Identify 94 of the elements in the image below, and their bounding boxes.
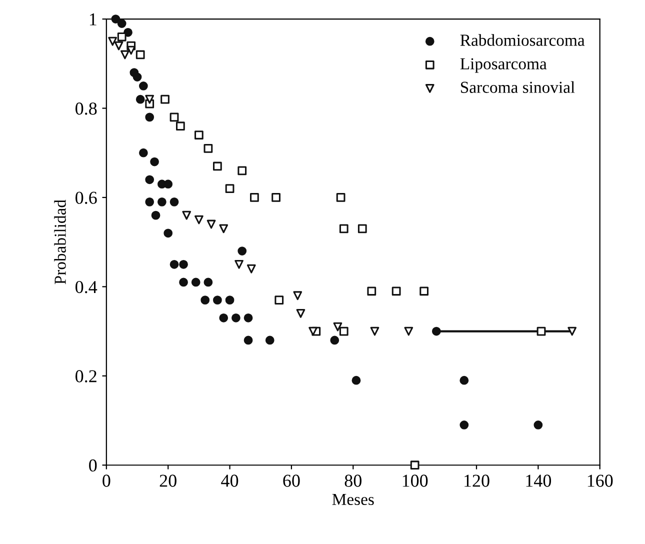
point <box>219 224 228 234</box>
point <box>170 197 179 206</box>
point <box>191 278 200 287</box>
point <box>111 14 120 24</box>
point <box>339 326 348 336</box>
point <box>132 72 142 82</box>
point <box>336 193 346 202</box>
point <box>265 336 274 345</box>
point <box>145 197 154 206</box>
point <box>136 94 145 104</box>
point <box>179 278 188 287</box>
point <box>138 148 148 158</box>
point <box>370 326 380 336</box>
point <box>120 50 130 60</box>
point <box>151 210 160 220</box>
point <box>308 326 318 336</box>
y-tick-label: 1 <box>90 13 96 26</box>
point <box>244 336 253 345</box>
point <box>333 322 342 332</box>
point <box>136 50 145 60</box>
x-tick-label: 160 <box>588 474 613 487</box>
point <box>246 264 256 274</box>
point <box>160 94 170 104</box>
legend-label: Liposarcoma <box>460 58 547 73</box>
legend-label: Rabdomiosarcoma <box>460 34 585 46</box>
x-tick-label: 60 <box>283 474 300 487</box>
point <box>170 112 179 122</box>
point <box>117 19 126 28</box>
point <box>534 420 543 430</box>
y-tick-label: 0.6 <box>76 192 97 204</box>
point <box>410 460 420 470</box>
point <box>200 296 210 305</box>
point <box>117 32 126 42</box>
point <box>194 215 204 224</box>
point <box>330 336 340 345</box>
x-axis-title: Meses <box>332 494 374 506</box>
point <box>145 175 154 184</box>
x-tick-label: 120 <box>464 474 490 487</box>
point <box>213 296 222 305</box>
point <box>293 291 302 300</box>
point <box>204 144 213 153</box>
x-tick-label: 40 <box>221 474 238 487</box>
point <box>367 286 376 296</box>
point <box>164 228 173 238</box>
x-tick-label: 0 <box>102 474 110 487</box>
y-axis-title: Probabilidad <box>54 200 66 284</box>
point <box>213 162 222 171</box>
point <box>145 112 154 122</box>
point <box>232 313 240 322</box>
point <box>404 326 414 336</box>
y-tick-label: 0.2 <box>76 370 96 382</box>
point <box>420 286 429 296</box>
point <box>182 210 192 220</box>
point <box>358 224 367 234</box>
x-tick-label: 140 <box>526 474 552 487</box>
point <box>219 313 228 322</box>
point <box>568 326 577 336</box>
point <box>170 260 179 269</box>
y-tick-label: 0 <box>89 459 97 472</box>
point <box>272 193 280 202</box>
point <box>460 376 469 385</box>
point <box>126 46 136 55</box>
legend-label: Sarcoma sinovial <box>460 81 575 93</box>
x-tick-label: 20 <box>160 474 176 487</box>
point <box>250 193 259 202</box>
y-tick-label: 0.4 <box>76 280 98 294</box>
x-tick-label: 100 <box>402 474 428 487</box>
point <box>179 260 188 269</box>
point <box>274 296 284 305</box>
point <box>432 326 441 336</box>
point <box>176 122 185 131</box>
point <box>225 184 234 193</box>
point <box>339 224 348 234</box>
point <box>225 296 234 305</box>
point <box>234 260 244 269</box>
point <box>206 220 216 229</box>
point <box>114 41 124 50</box>
y-tick-label: 0.8 <box>76 102 97 115</box>
point <box>244 313 253 322</box>
point <box>296 309 306 318</box>
point <box>138 82 148 90</box>
point <box>238 166 247 176</box>
point <box>145 94 154 104</box>
point <box>150 157 159 166</box>
point <box>392 286 401 296</box>
point <box>108 36 118 46</box>
point <box>238 246 247 256</box>
point <box>194 130 204 140</box>
point <box>157 197 166 206</box>
x-tick-label: 80 <box>344 474 362 487</box>
point <box>536 326 546 336</box>
point <box>204 278 213 287</box>
point <box>460 420 469 430</box>
point <box>352 376 361 385</box>
